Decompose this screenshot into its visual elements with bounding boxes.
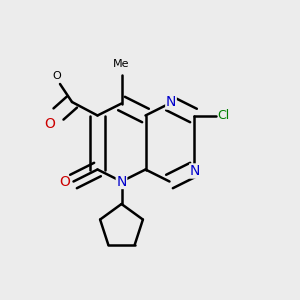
Text: O: O [45, 117, 56, 131]
Text: O: O [59, 175, 70, 188]
Text: Me: Me [113, 59, 130, 69]
Text: O: O [52, 71, 62, 81]
Text: N: N [190, 164, 200, 178]
Text: N: N [166, 95, 176, 109]
Text: N: N [116, 175, 127, 188]
Text: Cl: Cl [218, 109, 230, 122]
